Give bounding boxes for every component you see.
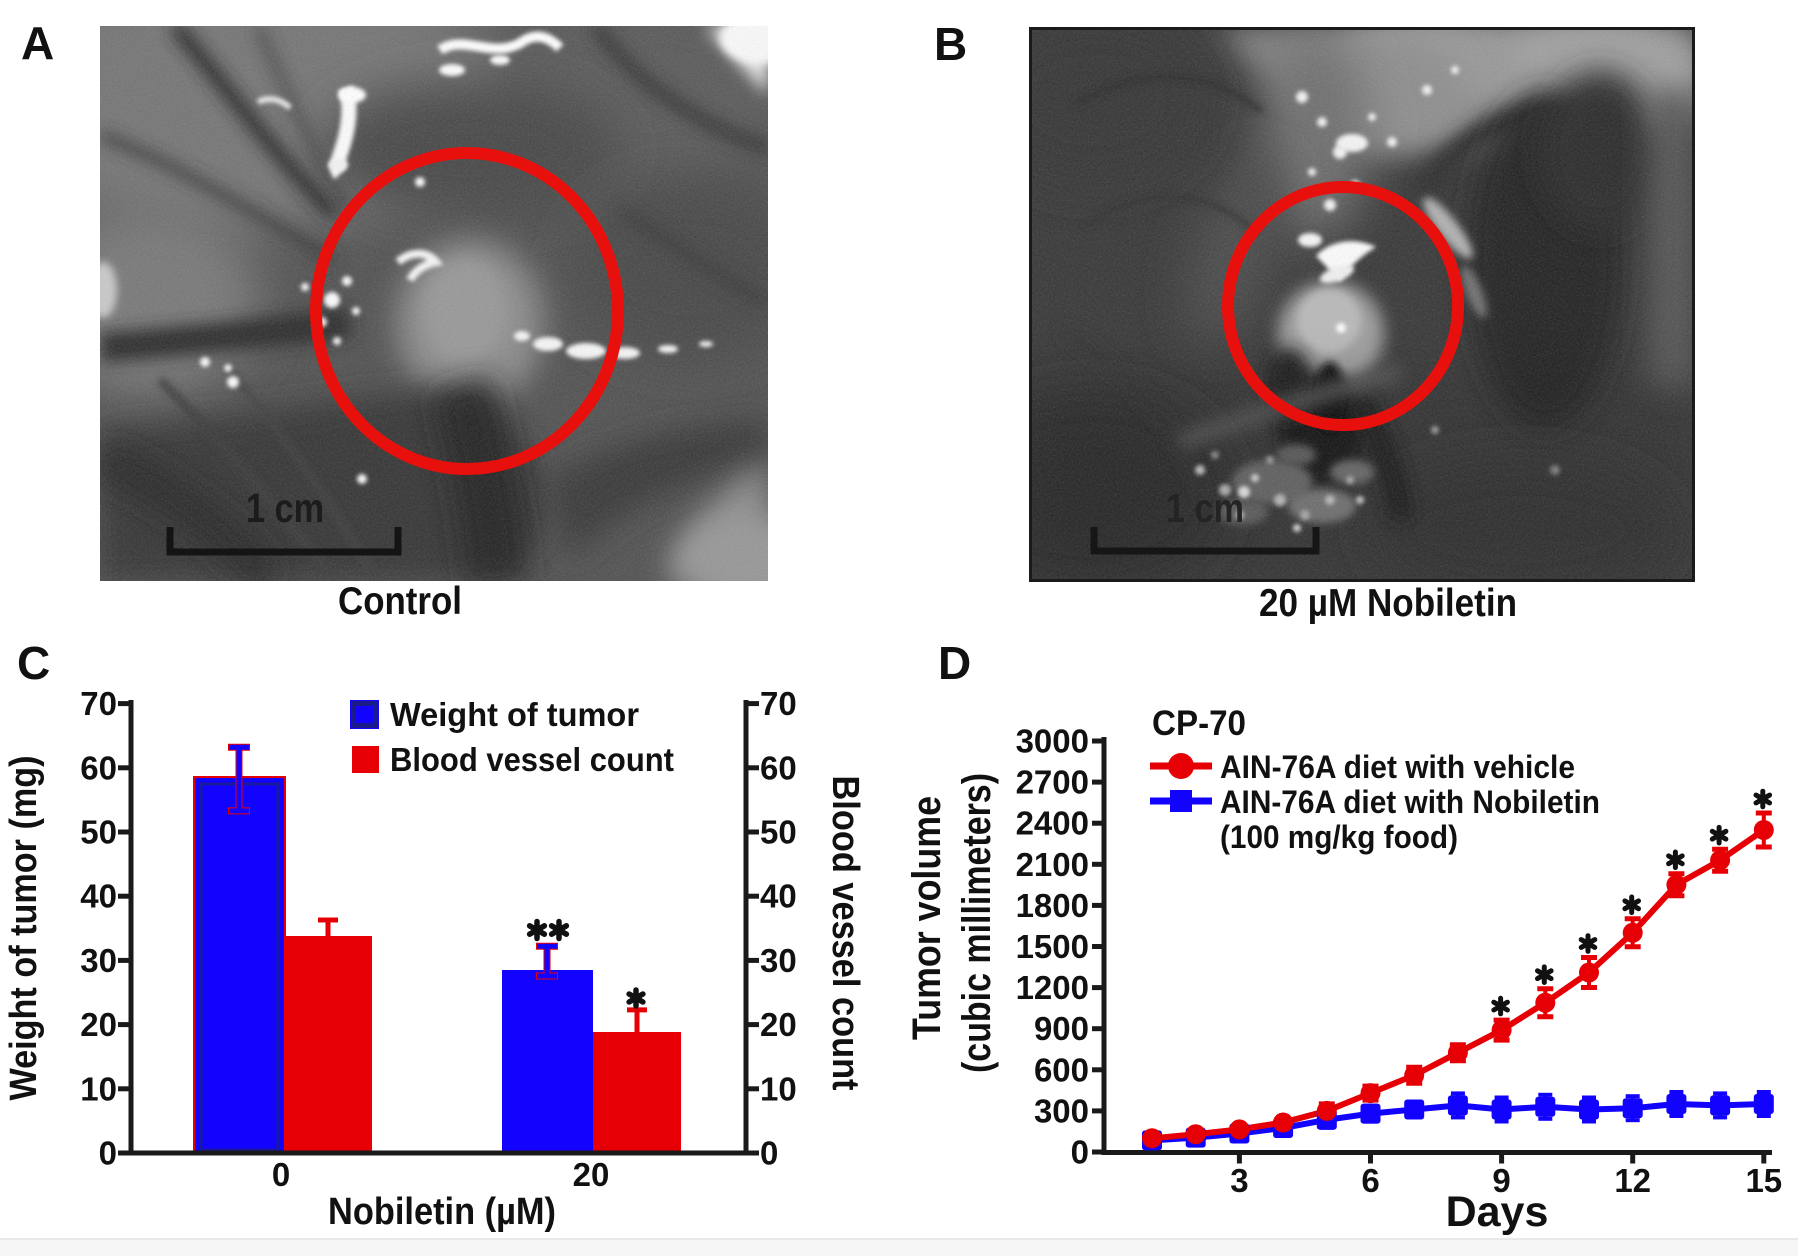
- svg-text:3: 3: [1230, 1162, 1248, 1199]
- svg-text:1 cm: 1 cm: [246, 485, 324, 531]
- svg-text:30: 30: [760, 942, 797, 979]
- svg-text:CP-70: CP-70: [1152, 704, 1246, 743]
- svg-text:15: 15: [1745, 1162, 1782, 1199]
- svg-text:Blood vessel count: Blood vessel count: [824, 776, 866, 1091]
- svg-text:300: 300: [1034, 1092, 1089, 1129]
- svg-text:10: 10: [80, 1070, 117, 1107]
- svg-text:0: 0: [1071, 1134, 1089, 1171]
- svg-text:2100: 2100: [1016, 846, 1089, 883]
- svg-text:60: 60: [80, 749, 117, 786]
- svg-text:70: 70: [760, 685, 797, 722]
- svg-text:(cubic millimeters): (cubic millimeters): [955, 773, 999, 1073]
- svg-text:B: B: [934, 18, 967, 70]
- svg-text:40: 40: [80, 878, 117, 915]
- svg-text:30: 30: [80, 942, 117, 979]
- svg-text:20: 20: [573, 1156, 610, 1193]
- svg-text:900: 900: [1034, 1010, 1089, 1047]
- svg-text:Weight of tumor: Weight of tumor: [390, 696, 639, 733]
- svg-text:AIN-76A diet with Nobiletin: AIN-76A diet with Nobiletin: [1220, 784, 1600, 820]
- svg-text:9: 9: [1492, 1162, 1510, 1199]
- svg-text:AIN-76A diet with vehicle: AIN-76A diet with vehicle: [1220, 749, 1575, 785]
- svg-text:0: 0: [99, 1135, 117, 1172]
- svg-text:3000: 3000: [1016, 723, 1089, 760]
- svg-text:6: 6: [1361, 1162, 1379, 1199]
- svg-text:1800: 1800: [1016, 887, 1089, 924]
- svg-text:Tumor volume: Tumor volume: [905, 796, 949, 1040]
- svg-text:Blood vessel count: Blood vessel count: [390, 741, 674, 778]
- svg-text:20 µM Nobiletin: 20 µM Nobiletin: [1259, 582, 1517, 625]
- svg-text:Weight of tumor (mg): Weight of tumor (mg): [3, 756, 45, 1101]
- svg-text:60: 60: [760, 749, 797, 786]
- svg-text:D: D: [938, 637, 971, 689]
- svg-text:50: 50: [760, 814, 797, 851]
- svg-text:A: A: [21, 17, 54, 69]
- svg-text:1 cm: 1 cm: [1166, 485, 1244, 531]
- svg-text:1500: 1500: [1016, 928, 1089, 965]
- svg-text:600: 600: [1034, 1051, 1089, 1088]
- svg-text:12: 12: [1614, 1162, 1651, 1199]
- svg-text:1200: 1200: [1016, 969, 1089, 1006]
- svg-text:70: 70: [80, 685, 117, 722]
- svg-text:40: 40: [760, 878, 797, 915]
- svg-text:20: 20: [80, 1006, 117, 1043]
- svg-text:2700: 2700: [1016, 764, 1089, 801]
- svg-text:20: 20: [760, 1006, 797, 1043]
- svg-text:10: 10: [760, 1070, 797, 1107]
- svg-text:C: C: [17, 637, 50, 689]
- svg-text:0: 0: [760, 1135, 778, 1172]
- svg-text:Nobiletin (µM): Nobiletin (µM): [328, 1191, 556, 1233]
- svg-text:2400: 2400: [1016, 805, 1089, 842]
- svg-text:Days: Days: [1446, 1188, 1549, 1236]
- svg-text:Control: Control: [338, 580, 462, 623]
- svg-text:0: 0: [272, 1156, 290, 1193]
- svg-text:50: 50: [80, 814, 117, 851]
- svg-text:(100 mg/kg food): (100 mg/kg food): [1220, 819, 1458, 855]
